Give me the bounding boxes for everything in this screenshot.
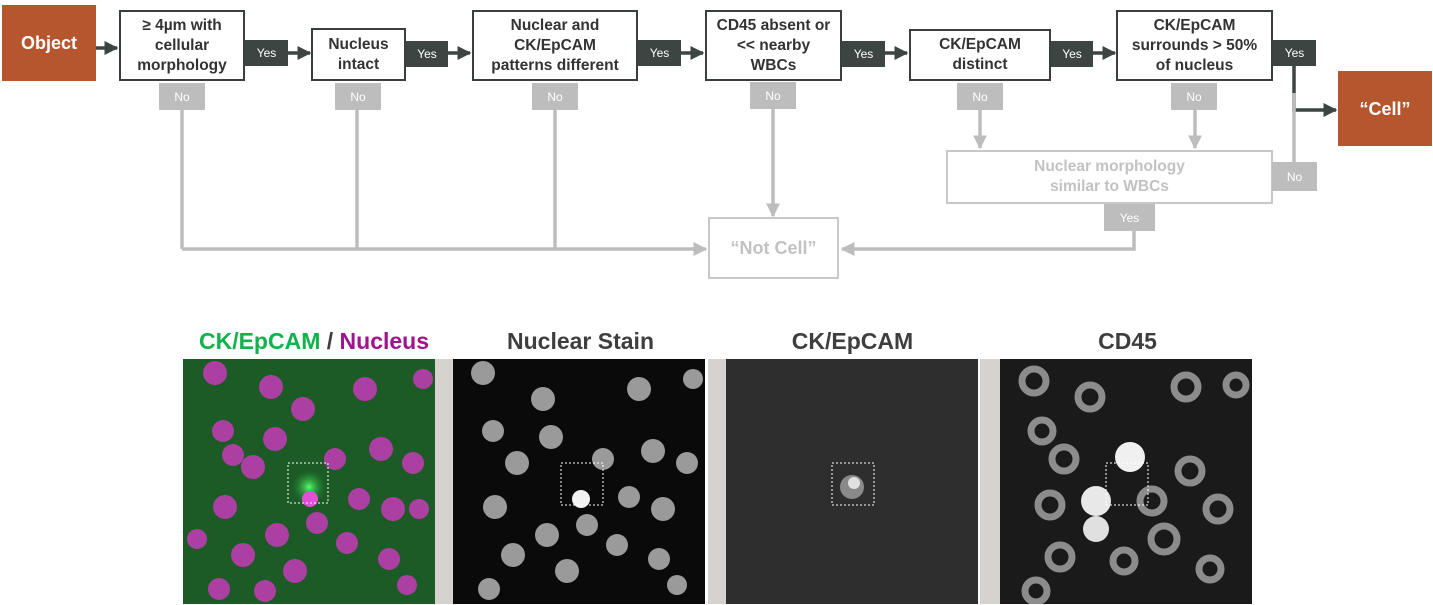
not-cell-result-node: “Not Cell” — [708, 217, 839, 279]
nuclear-image — [453, 359, 705, 604]
title-ckepcam-green: CK/EpCAM — [198, 327, 321, 354]
no-label: No — [335, 83, 381, 110]
merged-image — [183, 359, 435, 604]
edge-step6-cell — [1292, 65, 1338, 117]
panel-gap — [435, 359, 453, 604]
panel-title-merged: CK/EpCAM / Nucleus — [183, 326, 445, 356]
yes-label: Yes — [406, 41, 448, 67]
edge-check-notcell — [840, 231, 1136, 256]
no-label: No — [159, 83, 205, 110]
ckepcam-image — [726, 359, 978, 604]
cell-result-node: “Cell” — [1338, 71, 1432, 146]
yes-label: Yes — [1051, 41, 1093, 67]
step-cellular-morphology: ≥ 4µm with cellular morphology — [119, 10, 245, 81]
step-cd45-absent: CD45 absent or << nearby WBCs — [705, 10, 842, 81]
no-label: No — [532, 83, 578, 110]
title-nucleus-magenta: Nucleus — [339, 327, 430, 354]
no-label: No — [1171, 83, 1217, 110]
step-patterns-different: Nuclear and CK/EpCAM patterns different — [472, 10, 638, 81]
panel-gap — [708, 359, 726, 604]
check-nuclear-morphology: Nuclear morphology similar to WBCs — [946, 150, 1273, 204]
no-label: No — [1272, 162, 1317, 191]
step-ckepcam-distinct: CK/EpCAM distinct — [909, 29, 1051, 81]
step-ckepcam-surrounds: CK/EpCAM surrounds > 50% of nucleus — [1116, 10, 1273, 81]
yes-label: Yes — [638, 40, 681, 66]
micrograph-nuclear-stain — [453, 359, 705, 604]
yes-label: Yes — [1273, 40, 1316, 66]
no-label: No — [750, 82, 796, 109]
yes-label: Yes — [842, 41, 885, 67]
micrograph-cd45 — [1000, 359, 1252, 604]
panel-gap — [980, 359, 1000, 604]
step-nucleus-intact: Nucleus intact — [311, 28, 406, 81]
panel-title-ckepcam: CK/EpCAM — [791, 327, 914, 354]
panel-title-cd45: CD45 — [1098, 327, 1157, 354]
panel-title-nuclear: Nuclear Stain — [507, 327, 654, 354]
object-node: Object — [2, 5, 96, 81]
yes-label-check: Yes — [1104, 204, 1155, 231]
title-separator: / — [320, 327, 340, 354]
yes-label: Yes — [245, 40, 288, 66]
no-label: No — [957, 83, 1003, 110]
flow-connectors — [96, 41, 1338, 256]
cd45-image — [1000, 359, 1252, 604]
micrograph-ckepcam — [726, 359, 978, 604]
micrograph-merged — [183, 359, 435, 604]
